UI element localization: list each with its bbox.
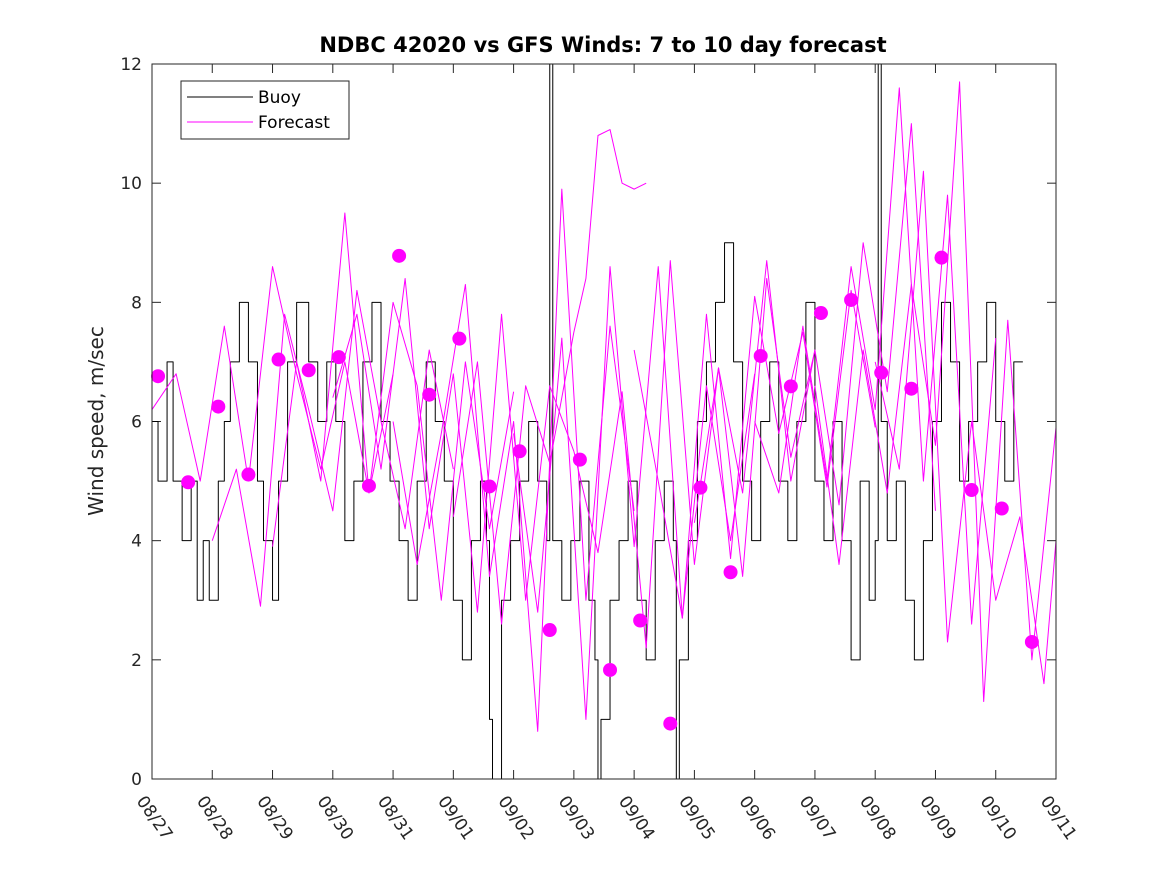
axis-ticks — [151, 63, 1057, 780]
forecast-marker — [874, 365, 889, 380]
forecast-marker — [392, 248, 407, 263]
axes-frame — [151, 63, 1057, 780]
y-tick-label: 4 — [131, 532, 142, 552]
y-tick-label: 12 — [120, 55, 142, 75]
forecast-series-line — [513, 266, 756, 720]
forecast-series-line — [633, 289, 876, 619]
forecast-marker — [181, 475, 196, 490]
x-tick-label: 09/08 — [855, 792, 899, 844]
forecast-marker — [994, 501, 1009, 516]
buoy-series-line — [152, 63, 1023, 780]
forecast-marker — [723, 565, 738, 580]
forecast-marker — [361, 478, 376, 493]
forecast-series-line — [332, 278, 575, 613]
y-tick-label: 2 — [131, 651, 142, 671]
x-tick-label: 09/03 — [554, 792, 598, 844]
x-tick-label: 08/30 — [313, 792, 357, 844]
forecast-marker — [452, 331, 467, 346]
forecast-series-line — [573, 260, 816, 649]
x-tick-label: 08/27 — [132, 792, 176, 844]
forecast-series-line — [452, 129, 647, 625]
forecast-marker — [1024, 634, 1039, 649]
forecast-marker — [813, 306, 828, 321]
x-tick-label: 08/28 — [192, 792, 236, 844]
axes-box — [151, 63, 1057, 780]
y-tick-label: 0 — [131, 770, 142, 790]
legend-label-buoy: Buoy — [258, 88, 301, 108]
forecast-marker — [934, 250, 949, 265]
x-tick-label: 09/11 — [1036, 792, 1080, 844]
x-tick-label: 08/29 — [252, 792, 296, 844]
forecast-marker — [301, 363, 316, 378]
y-tick-label: 10 — [120, 174, 142, 194]
forecast-series-line — [392, 188, 635, 732]
forecast-marker — [603, 662, 618, 677]
forecast-marker — [693, 480, 708, 495]
forecast-marker — [904, 381, 919, 396]
legend-label-forecast: Forecast — [258, 113, 330, 133]
y-tick-label: 6 — [131, 413, 142, 433]
forecast-series-line — [211, 289, 454, 607]
forecast-series-line — [272, 212, 515, 601]
forecast-marker — [964, 483, 979, 498]
x-tick-label: 09/10 — [976, 792, 1020, 844]
x-tick-label: 09/07 — [795, 792, 839, 844]
forecast-marker — [633, 613, 648, 628]
forecast-markers — [151, 248, 1039, 731]
forecast-marker — [512, 444, 527, 459]
forecast-marker — [783, 379, 798, 394]
forecast-marker — [331, 350, 346, 365]
forecast-marker — [211, 399, 226, 414]
forecast-marker — [753, 348, 768, 363]
x-tick-label: 09/09 — [915, 792, 959, 844]
forecast-series-line — [151, 266, 394, 494]
forecast-marker — [542, 623, 557, 638]
forecast-marker — [151, 369, 166, 384]
y-tick-label: 8 — [131, 293, 142, 313]
x-tick-label: 09/04 — [614, 792, 658, 844]
y-axis-label: Wind speed, m/sec — [84, 326, 108, 516]
x-tick-label: 08/31 — [373, 792, 417, 844]
forecast-marker — [572, 452, 587, 467]
x-tick-label: 09/01 — [433, 792, 477, 844]
forecast-marker — [422, 387, 437, 402]
x-tick-label: 09/05 — [674, 792, 718, 844]
chart-title: NDBC 42020 vs GFS Winds: 7 to 10 day for… — [319, 33, 886, 57]
forecast-marker — [271, 352, 286, 367]
forecast-marker — [241, 467, 256, 482]
x-tick-label: 09/06 — [735, 792, 779, 844]
legend-box — [180, 80, 350, 140]
forecast-series-line — [693, 123, 936, 577]
forecast-series-line — [814, 81, 1057, 703]
x-tick-label: 09/02 — [494, 792, 538, 844]
forecast-marker — [844, 292, 859, 307]
forecast-series-line — [874, 170, 1057, 685]
forecast-marker — [482, 479, 497, 494]
legend: Buoy Forecast — [180, 80, 350, 140]
forecast-marker — [663, 716, 678, 731]
